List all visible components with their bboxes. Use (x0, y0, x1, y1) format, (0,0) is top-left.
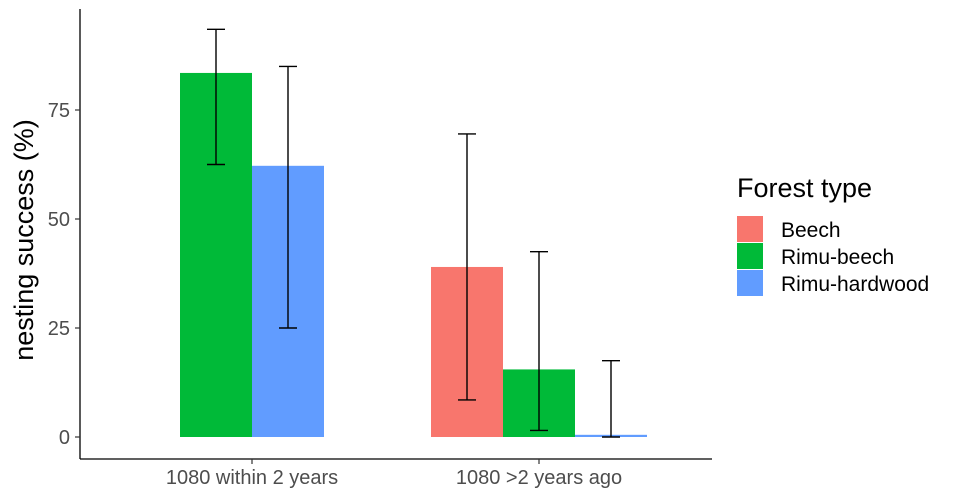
y-axis-title: nesting success (%) (9, 119, 39, 361)
legend: Beech Rimu-beech Rimu-hardwood (737, 216, 929, 296)
legend-label-rimu-beech: Rimu-beech (781, 246, 894, 269)
y-ticks: 0 25 50 75 (48, 100, 80, 449)
bars-layer (180, 72, 647, 438)
x-ticks: 1080 within 2 years 1080 >2 years ago (166, 459, 622, 488)
legend-title: Forest type (737, 173, 872, 203)
y-tick-label-50: 50 (48, 209, 70, 231)
legend-swatch-rimu-beech (737, 243, 763, 269)
legend-label-beech: Beech (781, 219, 841, 242)
errorbars-layer (207, 28, 620, 438)
y-tick-label-75: 75 (48, 100, 70, 122)
legend-swatch-rimu-hardwood (737, 270, 763, 296)
x-tick-label-0: 1080 within 2 years (166, 467, 338, 488)
y-tick-label-25: 25 (48, 318, 70, 340)
y-tick-label-0: 0 (59, 427, 70, 449)
x-tick-label-1: 1080 >2 years ago (456, 467, 622, 488)
legend-swatch-beech (737, 216, 763, 242)
legend-label-rimu-hardwood: Rimu-hardwood (781, 273, 929, 296)
